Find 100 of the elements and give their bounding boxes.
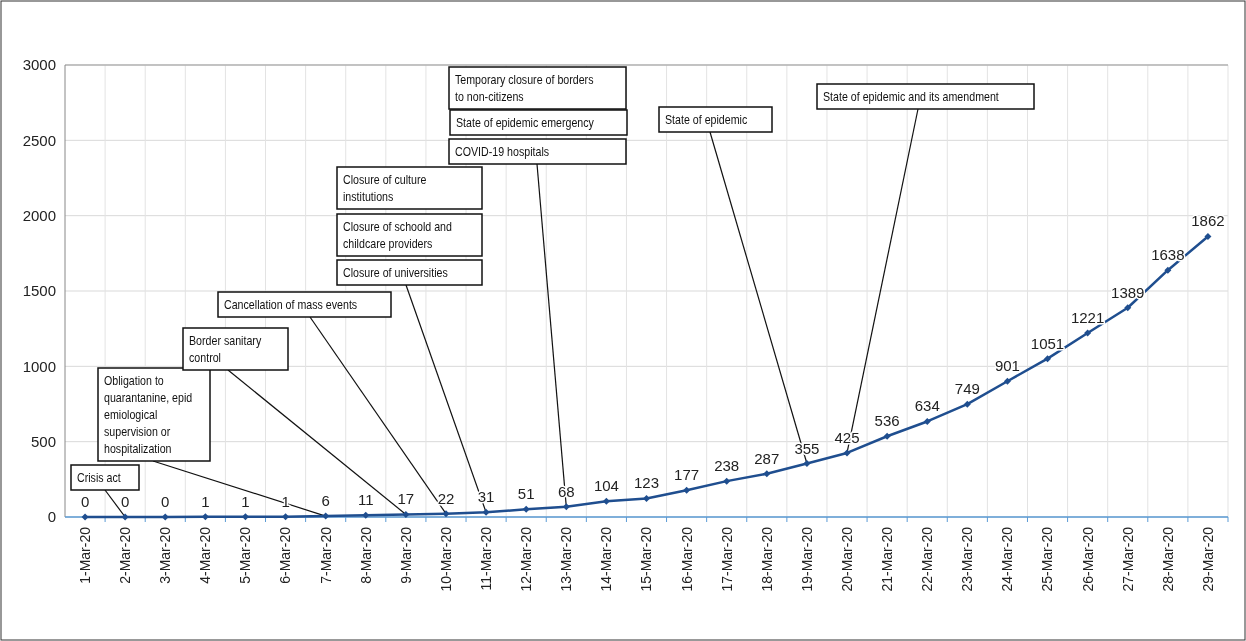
point — [683, 486, 691, 494]
annotation: Closure of culture institutions — [343, 171, 427, 205]
x-tick-label: 5-Mar-20 — [237, 526, 254, 584]
y-tick-label: 2500 — [22, 131, 56, 149]
point — [1204, 232, 1212, 240]
x-tick-label: 15-Mar-20 — [638, 526, 655, 592]
point — [442, 510, 450, 518]
x-tick-label: 23-Mar-20 — [959, 526, 976, 592]
data-label: 1051 — [1030, 334, 1065, 352]
point — [562, 503, 570, 511]
point — [602, 497, 610, 505]
annotation: State of epidemic emergency — [456, 114, 594, 131]
x-tick-label: 25-Mar-20 — [1039, 526, 1056, 592]
x-tick-label: 4-Mar-20 — [197, 526, 214, 584]
x-tick-label: 9-Mar-20 — [397, 526, 414, 584]
point — [241, 513, 249, 521]
x-tick-label: 17-Mar-20 — [718, 526, 735, 592]
point — [1164, 266, 1172, 274]
x-tick-label: 26-Mar-20 — [1079, 526, 1096, 592]
x-tick-label: 6-Mar-20 — [277, 526, 294, 584]
data-label: 536 — [874, 412, 900, 430]
x-tick-label: 19-Mar-20 — [798, 526, 815, 592]
x-tick-label: 12-Mar-20 — [518, 526, 535, 592]
x-tick-label: 28-Mar-20 — [1159, 526, 1176, 592]
data-label: 749 — [954, 380, 980, 398]
point — [963, 400, 971, 408]
data-label: 177 — [674, 466, 700, 484]
data-label: 287 — [754, 449, 780, 467]
data-label: 0 — [120, 493, 130, 510]
point — [121, 513, 129, 521]
data-label: 634 — [914, 397, 940, 415]
x-tick-label: 3-Mar-20 — [157, 526, 174, 584]
x-tick-label: 8-Mar-20 — [357, 526, 374, 584]
point — [362, 511, 370, 519]
x-tick-label: 21-Mar-20 — [879, 526, 896, 592]
point — [843, 449, 851, 457]
x-tick-label: 11-Mar-20 — [477, 526, 494, 591]
data-label: 6 — [321, 492, 330, 510]
data-label: 17 — [397, 490, 415, 508]
y-tick-label: 1500 — [22, 282, 56, 300]
data-label: 11 — [357, 491, 374, 509]
x-tick-label: 16-Mar-20 — [678, 526, 695, 592]
point — [161, 513, 169, 521]
data-label: 104 — [593, 477, 619, 495]
point — [522, 505, 530, 513]
point — [1084, 329, 1092, 337]
annotation: Temporary closure of borders to non-citizens — [455, 71, 594, 105]
x-tick-label: 10-Mar-20 — [437, 526, 454, 592]
annotation: Border sanitary control — [189, 332, 262, 366]
data-label: 0 — [161, 493, 170, 510]
y-tick-label: 1000 — [22, 357, 56, 375]
x-tick-label: 29-Mar-20 — [1199, 526, 1216, 592]
x-tick-label: 24-Mar-20 — [999, 526, 1016, 592]
point — [723, 477, 731, 485]
data-label: 1 — [201, 492, 210, 510]
point — [81, 513, 89, 521]
data-label: 1638 — [1151, 246, 1185, 264]
data-label: 51 — [517, 485, 535, 503]
point — [803, 460, 811, 468]
annotation: State of epidemic — [665, 111, 748, 128]
point — [923, 417, 931, 425]
data-label: 123 — [633, 474, 660, 492]
x-tick-label: 2-Mar-20 — [117, 526, 134, 584]
data-label: 0 — [80, 493, 90, 510]
x-tick-label: 1-Mar-20 — [76, 526, 93, 584]
data-label: 901 — [994, 357, 1020, 375]
annotation: COVID-19 hospitals — [455, 143, 550, 160]
data-label: 1862 — [1191, 212, 1225, 230]
point — [282, 513, 290, 521]
annotation: State of epidemic and its amendment — [823, 88, 1000, 105]
point — [482, 508, 490, 516]
point — [883, 432, 891, 440]
point — [1124, 304, 1132, 312]
annotation: Cancellation of mass events — [224, 296, 358, 313]
data-label: 238 — [714, 457, 740, 475]
annotation: Obligation to quarantanine, epid emiological supervision or hospitalization — [104, 372, 193, 457]
y-tick-label: 3000 — [22, 56, 56, 74]
annotation: Crisis act — [77, 469, 122, 486]
annotation: Closure of schoold and childcare providers — [343, 218, 452, 252]
point — [402, 510, 410, 518]
data-label: 1221 — [1070, 309, 1105, 327]
annotation: Closure of universities — [343, 264, 448, 281]
data-label: 22 — [437, 489, 455, 507]
point — [1044, 355, 1052, 363]
x-tick-label: 20-Mar-20 — [838, 526, 855, 592]
x-tick-label: 27-Mar-20 — [1119, 526, 1136, 592]
point — [643, 494, 650, 502]
y-tick-label: 2000 — [22, 206, 56, 224]
point — [201, 513, 209, 521]
x-tick-label: 13-Mar-20 — [558, 526, 575, 592]
data-label: 1 — [241, 492, 250, 510]
point — [763, 470, 771, 478]
point — [1003, 377, 1011, 385]
x-tick-label: 22-Mar-20 — [919, 526, 936, 592]
x-tick-label: 18-Mar-20 — [758, 526, 775, 592]
x-tick-label: 7-Mar-20 — [317, 526, 334, 584]
y-tick-label: 500 — [30, 432, 56, 450]
y-tick-label: 0 — [47, 508, 56, 526]
data-label: 1389 — [1111, 283, 1145, 301]
x-tick-label: 14-Mar-20 — [598, 526, 615, 592]
